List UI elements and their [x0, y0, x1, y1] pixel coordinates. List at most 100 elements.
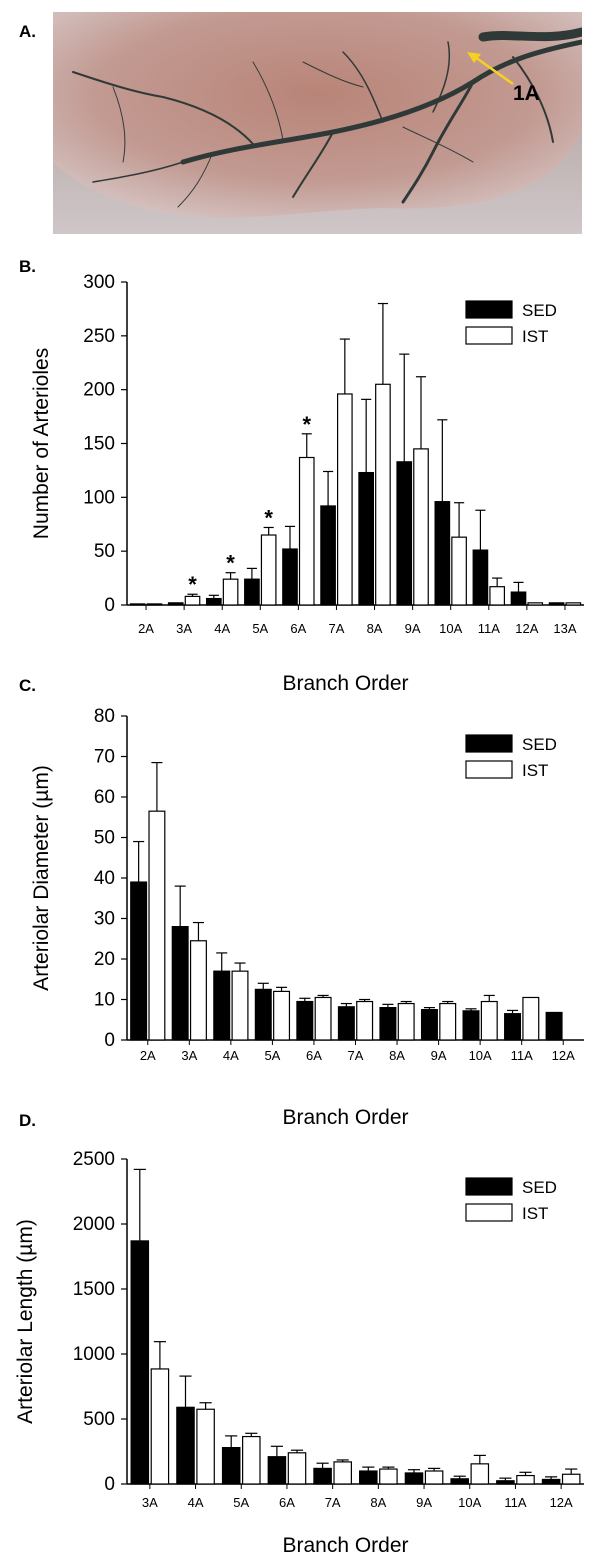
y-axis-label: Arteriolar Diameter (µm)	[30, 765, 53, 991]
x-tick-label: 12A	[552, 1048, 575, 1063]
x-tick-label: 12A	[515, 621, 538, 636]
bar-ist-11a	[489, 586, 506, 606]
x-tick-label: 9A	[405, 621, 421, 636]
legend-swatch-sed	[465, 300, 513, 319]
x-tick-label: 2A	[138, 621, 154, 636]
bar-ist-8a	[375, 383, 391, 606]
bar-ist-3a	[150, 1368, 170, 1485]
x-tick-label: 11A	[504, 1495, 526, 1510]
y-tick-label: 2500	[73, 1149, 115, 1170]
bar-sed-9a	[396, 461, 413, 606]
y-axis-label: Number of Arterioles	[30, 348, 53, 539]
bar-ist-2a	[148, 810, 166, 1041]
x-tick-label: 8A	[389, 1048, 405, 1063]
bar-ist-9a	[424, 1470, 444, 1485]
significance-marker: *	[226, 551, 235, 576]
bar-ist-6a	[287, 1452, 307, 1485]
bar-sed-11a	[472, 549, 489, 606]
x-tick-label: 10A	[469, 1048, 492, 1063]
bar-sed-12a	[510, 591, 527, 606]
legend-swatch-sed	[465, 1177, 513, 1196]
y-tick-label: 60	[94, 787, 115, 808]
bar-sed-5a	[254, 988, 272, 1041]
bar-sed-12a	[541, 1478, 561, 1485]
legend-swatch-sed	[465, 734, 513, 753]
x-tick-label: 3A	[142, 1495, 158, 1510]
bar-sed-4a	[213, 970, 231, 1041]
bar-sed-8a	[379, 1007, 397, 1041]
x-tick-label: 5A	[252, 621, 268, 636]
x-tick-label: 3A	[176, 621, 192, 636]
bar-sed-7a	[337, 1006, 355, 1041]
x-tick-label: 2A	[140, 1048, 156, 1063]
legend-label-sed: SED	[522, 735, 557, 754]
x-tick-label: 6A	[279, 1495, 295, 1510]
bar-ist-7a	[356, 1000, 374, 1041]
legend-label-ist: IST	[522, 1204, 548, 1223]
x-tick-label: 7A	[325, 1495, 341, 1510]
y-tick-label: 0	[104, 595, 115, 616]
vessel-network	[72, 27, 582, 208]
panel-label-a: A.	[19, 22, 36, 41]
bar-sed-10a	[450, 1478, 469, 1485]
x-tick-label: 12A	[550, 1495, 573, 1510]
x-axis-label: Branch Order	[282, 1106, 408, 1129]
bar-sed-10a	[462, 1010, 480, 1041]
bar-ist-4a	[222, 578, 239, 606]
significance-marker: *	[188, 572, 197, 597]
bar-ist-10a	[451, 536, 467, 606]
bar-ist-11a	[522, 996, 540, 1041]
y-tick-label: 100	[83, 487, 115, 508]
y-tick-label: 500	[83, 1409, 115, 1430]
x-tick-label: 4A	[223, 1048, 239, 1063]
y-tick-label: 1000	[73, 1344, 115, 1365]
significance-marker: *	[302, 412, 311, 437]
bar-ist-12a	[561, 1473, 581, 1485]
bar-sed-9a	[404, 1472, 424, 1485]
annotation-label-1a: 1A	[513, 82, 540, 105]
bar-sed-8a	[359, 1470, 378, 1485]
x-tick-label: 9A	[416, 1495, 432, 1510]
bar-sed-8a	[358, 471, 374, 606]
x-tick-label: 13A	[553, 621, 576, 636]
bar-sed-6a	[282, 548, 298, 606]
legend-label-ist: IST	[522, 327, 548, 346]
x-tick-label: 6A	[290, 621, 306, 636]
bar-ist-3a	[184, 595, 201, 606]
bar-sed-6a	[267, 1456, 287, 1485]
bar-ist-11a	[516, 1474, 535, 1485]
bar-sed-7a	[313, 1467, 332, 1485]
y-tick-label: 1500	[73, 1279, 115, 1300]
panel-label-d: D.	[19, 1111, 36, 1130]
x-tick-label: 10A	[458, 1495, 481, 1510]
bar-ist-8a	[379, 1468, 398, 1485]
bar-ist-2a	[146, 603, 163, 606]
x-tick-label: 9A	[431, 1048, 447, 1063]
legend-label-ist: IST	[522, 761, 548, 780]
bar-ist-7a	[337, 393, 353, 606]
bar-ist-9a	[413, 448, 429, 606]
bar-sed-7a	[320, 505, 336, 606]
legend-swatch-ist	[465, 760, 513, 779]
chart-b-arteriole-count: 0 50 100 150 200 250 300 2A 3A * 4A * 5A * 6A * 7A 8A 9A 10…	[30, 272, 584, 695]
x-tick-label: 8A	[367, 621, 383, 636]
bar-ist-13a	[565, 602, 582, 606]
y-tick-label: 0	[104, 1474, 115, 1495]
x-tick-label: 11A	[478, 621, 500, 636]
y-tick-label: 250	[83, 326, 115, 347]
y-tick-label: 70	[94, 747, 115, 768]
bar-ist-10a	[480, 1000, 498, 1041]
y-tick-label: 0	[104, 1030, 115, 1051]
y-tick-label: 40	[94, 868, 115, 889]
y-tick-label: 50	[94, 541, 115, 562]
legend-label-sed: SED	[522, 1178, 557, 1197]
bar-sed-6a	[296, 1000, 314, 1041]
bar-sed-3a	[171, 926, 189, 1041]
legend-swatch-ist	[465, 326, 513, 345]
bar-ist-5a	[273, 990, 291, 1041]
x-tick-label: 4A	[214, 621, 230, 636]
bar-ist-8a	[397, 1002, 415, 1041]
y-tick-label: 300	[83, 272, 115, 293]
bar-sed-5a	[221, 1447, 241, 1485]
y-tick-label: 2000	[73, 1214, 115, 1235]
